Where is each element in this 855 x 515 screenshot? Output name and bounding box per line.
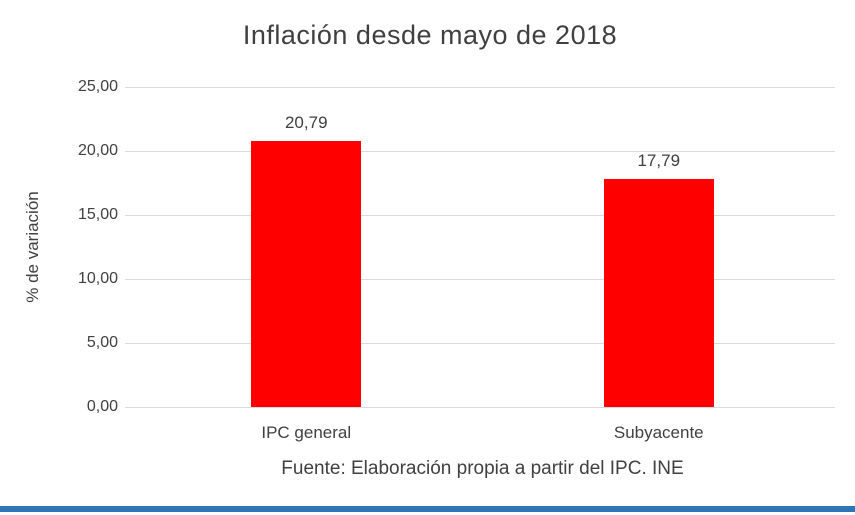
y-axis-ticks: 0,00 5,00 10,00 15,00 20,00 25,00 (0, 78, 118, 415)
gridline (125, 279, 835, 280)
y-tick-label: 20,00 (77, 142, 118, 159)
gridline (125, 87, 835, 88)
y-tick-label: 25,00 (77, 78, 118, 95)
bottom-accent-bar (0, 506, 855, 512)
y-tick-label: 5,00 (86, 334, 118, 351)
bar-value-label: 20,79 (284, 112, 328, 132)
x-category-label: Subyacente (613, 423, 704, 442)
gridline (125, 407, 835, 408)
gridline (125, 343, 835, 344)
chart-title: Inflación desde mayo de 2018 (242, 20, 618, 50)
bar-ipc-general (251, 140, 362, 407)
plot-area: 20,79 17,79 (125, 87, 835, 408)
x-axis-labels: IPC general Subyacente (130, 423, 835, 447)
gridline (125, 151, 835, 152)
gridline (125, 215, 835, 216)
y-tick-label: 0,00 (86, 398, 118, 415)
bar-subyacente (603, 179, 714, 407)
y-tick-label: 10,00 (77, 270, 118, 287)
source-note: Fuente: Elaboración propia a partir del … (281, 458, 684, 479)
y-tick-label: 15,00 (77, 206, 118, 223)
x-category-label: IPC general (261, 423, 352, 442)
bar-value-label: 17,79 (637, 151, 681, 171)
